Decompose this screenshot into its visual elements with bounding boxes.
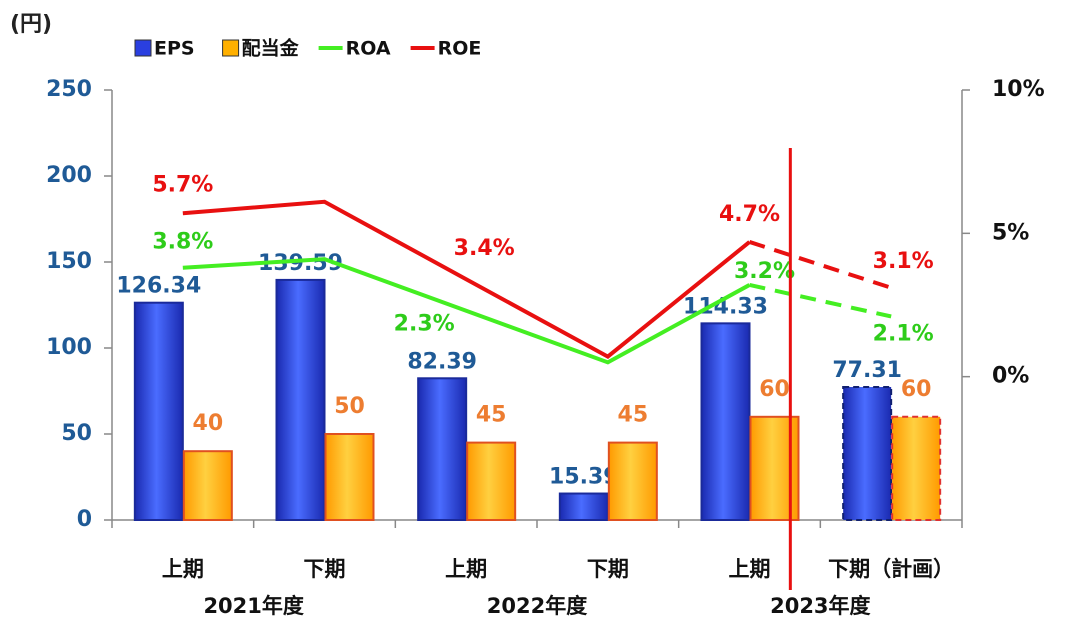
bar-value-label: 60 — [759, 377, 790, 402]
x-tick-label: 上期 — [729, 557, 771, 581]
bar-value-label: 60 — [901, 377, 932, 402]
bar-value-label: 126.34 — [116, 274, 201, 299]
y-tick-label: 250 — [46, 77, 92, 102]
legend-label: ROE — [438, 38, 482, 60]
bar-value-label: 15.39 — [549, 465, 619, 490]
line-value-label: 5.7% — [152, 172, 213, 197]
group-label: 2023年度 — [770, 594, 870, 618]
line-value-label: 3.2% — [734, 259, 795, 284]
x-tick-label: 上期 — [445, 557, 487, 581]
line — [182, 257, 751, 365]
bar — [842, 386, 893, 521]
line-value-label: 3.8% — [152, 230, 213, 255]
bar — [700, 322, 751, 521]
legend-swatch — [222, 39, 240, 57]
x-tick-label: 下期 — [304, 557, 346, 581]
line-value-label: 2.1% — [873, 321, 934, 346]
y-axis-title: (円) — [10, 12, 52, 37]
y2-tick-label: 5% — [992, 220, 1029, 245]
line-value-label: 4.7% — [719, 202, 780, 227]
bar-value-label: 45 — [476, 403, 507, 428]
x-tick-label: 下期（計画） — [828, 557, 954, 581]
line-planned — [749, 282, 892, 319]
bar — [466, 441, 517, 522]
group-label: 2022年度 — [487, 594, 587, 618]
line — [182, 199, 751, 359]
y2-tick-label: 0% — [992, 364, 1029, 389]
y-tick-label: 200 — [46, 163, 92, 188]
y-tick-label: 100 — [46, 335, 92, 360]
bar-value-label: 45 — [618, 403, 649, 428]
y-tick-label: 50 — [61, 421, 92, 446]
bar-value-label: 50 — [334, 394, 365, 419]
bar-value-label: 82.39 — [407, 349, 477, 374]
legend-label: 配当金 — [242, 37, 300, 60]
y-tick-label: 150 — [46, 249, 92, 274]
bar — [891, 415, 942, 521]
y-tick-label: 0 — [77, 507, 92, 532]
bar — [182, 450, 233, 522]
legend-label: ROA — [346, 38, 391, 60]
line-value-label: 2.3% — [394, 312, 455, 337]
bar-value-label: 40 — [193, 411, 224, 436]
bar-value-label: 77.31 — [832, 358, 902, 383]
x-tick-label: 上期 — [162, 557, 204, 581]
bar — [607, 441, 658, 522]
legend-label: EPS — [154, 38, 195, 60]
y2-tick-label: 10% — [992, 77, 1045, 102]
bar — [275, 278, 326, 522]
bar — [324, 433, 375, 521]
line-value-label: 3.1% — [873, 249, 934, 274]
group-label: 2021年度 — [203, 594, 303, 618]
bar — [558, 492, 609, 522]
bar — [133, 301, 184, 521]
legend-swatch — [134, 39, 152, 57]
line-value-label: 3.4% — [454, 236, 515, 261]
x-tick-label: 下期 — [587, 557, 629, 581]
bar — [417, 377, 468, 522]
